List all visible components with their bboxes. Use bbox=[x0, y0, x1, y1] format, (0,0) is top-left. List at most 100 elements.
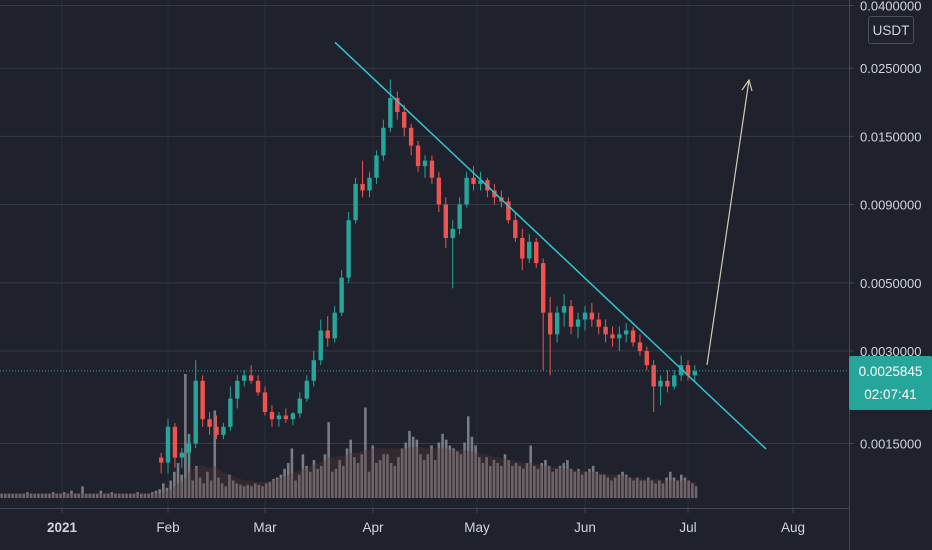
volume-bar bbox=[44, 493, 48, 498]
candle-body[interactable] bbox=[214, 426, 219, 435]
volume-bar bbox=[485, 457, 488, 498]
trendline[interactable] bbox=[334, 41, 767, 450]
currency-badge[interactable]: USDT bbox=[868, 16, 914, 44]
volume-bar bbox=[320, 465, 323, 498]
candle-body[interactable] bbox=[381, 127, 386, 156]
candle-body[interactable] bbox=[179, 452, 185, 458]
candle-body[interactable] bbox=[422, 160, 428, 167]
candle-body[interactable] bbox=[332, 312, 337, 339]
candle-body[interactable] bbox=[540, 263, 546, 313]
candle-body[interactable] bbox=[672, 375, 677, 387]
volume-bar bbox=[635, 477, 639, 498]
candle-body[interactable] bbox=[644, 351, 649, 366]
candle-body[interactable] bbox=[610, 334, 615, 339]
candle-body[interactable] bbox=[325, 330, 330, 339]
candle-body[interactable] bbox=[221, 426, 226, 435]
candle-body[interactable] bbox=[547, 312, 553, 335]
volume-bar bbox=[158, 489, 161, 498]
candle-body[interactable] bbox=[318, 330, 323, 361]
candle-body[interactable] bbox=[311, 360, 316, 381]
candle-body[interactable] bbox=[568, 306, 574, 327]
candle-body[interactable] bbox=[290, 413, 296, 420]
candle-body[interactable] bbox=[554, 312, 560, 335]
candle-body[interactable] bbox=[617, 334, 622, 339]
volume-bar bbox=[606, 477, 610, 498]
candle-body[interactable] bbox=[242, 375, 247, 381]
candle-body[interactable] bbox=[678, 365, 684, 376]
candle-body[interactable] bbox=[172, 426, 178, 458]
candle-body[interactable] bbox=[388, 97, 393, 128]
candle-body[interactable] bbox=[255, 380, 261, 393]
candle-body[interactable] bbox=[658, 380, 663, 387]
candle-body[interactable] bbox=[506, 201, 511, 221]
candle-body[interactable] bbox=[589, 312, 595, 320]
candle-body[interactable] bbox=[527, 241, 532, 259]
candle-body[interactable] bbox=[596, 319, 601, 327]
candle-body[interactable] bbox=[582, 312, 588, 320]
volume-bar bbox=[661, 483, 665, 498]
candle-body[interactable] bbox=[269, 411, 275, 420]
candle-body[interactable] bbox=[561, 306, 567, 313]
candle-body[interactable] bbox=[262, 392, 268, 412]
candle-body[interactable] bbox=[339, 277, 344, 313]
candle-body[interactable] bbox=[685, 365, 691, 376]
candle-body[interactable] bbox=[436, 177, 442, 205]
candle-body[interactable] bbox=[228, 398, 233, 427]
candle-body[interactable] bbox=[408, 127, 414, 146]
candle-body[interactable] bbox=[402, 112, 407, 128]
candle-body[interactable] bbox=[534, 241, 539, 264]
volume-bar bbox=[389, 462, 393, 498]
volume-bar bbox=[466, 416, 470, 498]
candle-body[interactable] bbox=[450, 228, 455, 239]
projection-arrow[interactable] bbox=[706, 79, 750, 366]
candle-body[interactable] bbox=[471, 177, 476, 184]
candle-body[interactable] bbox=[186, 443, 191, 453]
candle-body[interactable] bbox=[276, 415, 282, 420]
candle-body[interactable] bbox=[637, 342, 643, 352]
candle-body[interactable] bbox=[665, 380, 670, 387]
candle-body[interactable] bbox=[304, 380, 310, 399]
candle-body[interactable] bbox=[624, 330, 629, 335]
volume-bar bbox=[191, 480, 195, 498]
candle-body[interactable] bbox=[603, 326, 608, 335]
candle-body[interactable] bbox=[158, 457, 164, 463]
candle-body[interactable] bbox=[346, 220, 351, 278]
candle-body[interactable] bbox=[651, 365, 656, 387]
volume-bar bbox=[106, 493, 110, 498]
volume-bar bbox=[397, 457, 400, 498]
volume-bar bbox=[169, 480, 172, 498]
candle-body[interactable] bbox=[429, 160, 435, 178]
volume-bar bbox=[400, 448, 404, 498]
candle-body[interactable] bbox=[353, 183, 358, 221]
candle-body[interactable] bbox=[457, 204, 462, 229]
candle-body[interactable] bbox=[443, 204, 448, 239]
candle-body[interactable] bbox=[492, 190, 497, 198]
candle-body[interactable] bbox=[165, 426, 171, 463]
candle-body[interactable] bbox=[513, 220, 518, 239]
candle-body[interactable] bbox=[464, 177, 469, 205]
candle-body[interactable] bbox=[248, 375, 254, 381]
candle-body[interactable] bbox=[415, 145, 421, 167]
candle-body[interactable] bbox=[297, 398, 303, 414]
candle-body[interactable] bbox=[283, 415, 289, 420]
volume-bar bbox=[481, 462, 485, 498]
candle-body[interactable] bbox=[193, 380, 198, 444]
candle-body[interactable] bbox=[575, 319, 581, 327]
candle-body[interactable] bbox=[200, 380, 205, 420]
volume-bar bbox=[253, 483, 257, 498]
candle-body[interactable] bbox=[478, 180, 483, 184]
candle-body[interactable] bbox=[207, 419, 212, 427]
volume-bar bbox=[136, 492, 139, 498]
candle-body[interactable] bbox=[367, 177, 372, 191]
volume-bar bbox=[312, 460, 316, 498]
candle-body[interactable] bbox=[395, 97, 400, 113]
candle-body[interactable] bbox=[374, 155, 379, 178]
candle-body[interactable] bbox=[520, 238, 525, 259]
candle-body[interactable] bbox=[235, 380, 240, 399]
candle-body[interactable] bbox=[630, 330, 636, 343]
volume-bar bbox=[672, 477, 676, 498]
candle-body[interactable] bbox=[692, 370, 697, 376]
candle-body[interactable] bbox=[360, 183, 365, 191]
